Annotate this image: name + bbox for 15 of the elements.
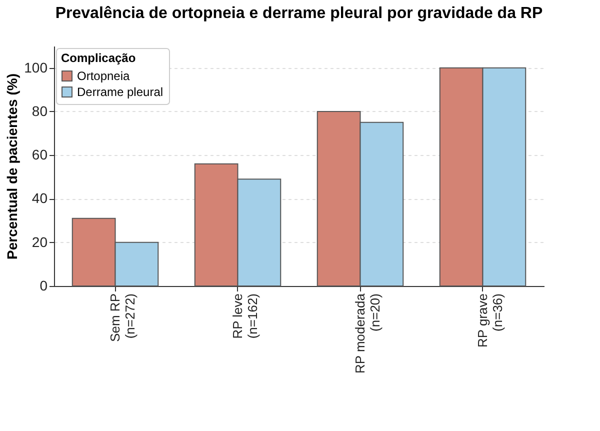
y-tick-label: 80 <box>32 102 48 119</box>
y-axis-title: Percentual de pacientes (%) <box>4 74 20 260</box>
x-tick-label: Sem RP (n=272) <box>107 294 138 342</box>
y-tick-label: 40 <box>32 190 48 206</box>
legend-label: Derrame pleural <box>77 85 164 99</box>
chart-title: Prevalência de ortopneia e derrame pleural por gravidade da RP <box>55 5 543 22</box>
y-tick-label: 60 <box>32 146 48 163</box>
legend-title: Complicação <box>61 51 136 65</box>
x-tick-label: RP leve (n=162) <box>230 294 260 339</box>
y-tick-label: 100 <box>24 59 48 76</box>
x-tick-label: RP grave (n=36) <box>474 294 505 348</box>
y-tick-label: 20 <box>32 234 48 250</box>
legend-label: Ortopneia <box>77 69 130 83</box>
y-tick-label: 0 <box>40 278 48 294</box>
x-tick-label: RP moderada (n=20) <box>352 292 382 374</box>
